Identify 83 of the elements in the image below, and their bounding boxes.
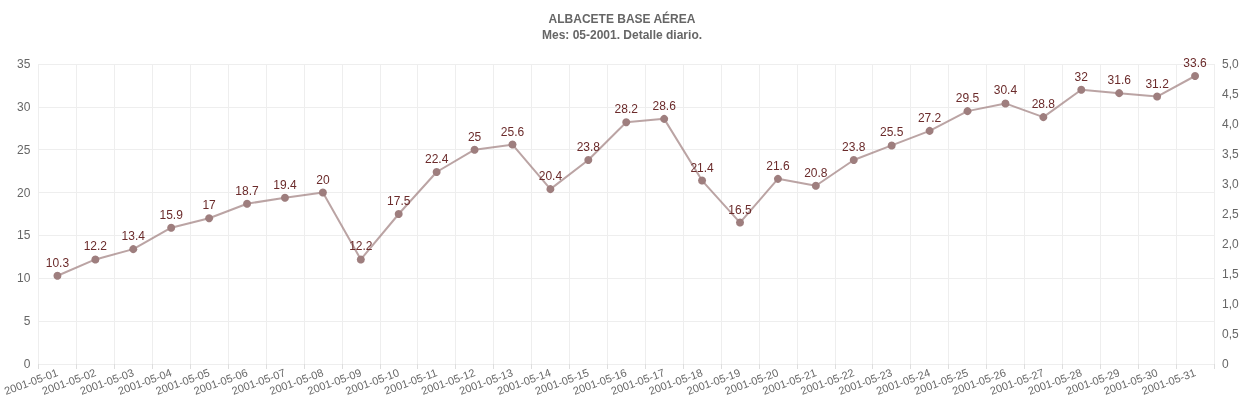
point	[1001, 99, 1010, 108]
y2-tick-label: 3,5	[1222, 147, 1240, 161]
point	[243, 199, 252, 208]
point	[91, 255, 100, 264]
point	[584, 156, 593, 164]
point	[849, 156, 858, 164]
y2-tick-label: 3,0	[1222, 177, 1240, 191]
data-label: 31.6	[1107, 73, 1132, 88]
chart-title: ALBACETE BASE AÉREA	[548, 11, 696, 26]
point	[205, 214, 214, 223]
point	[470, 145, 479, 154]
y2-tick-label: 1,0	[1222, 297, 1240, 311]
point	[280, 193, 289, 202]
point	[394, 210, 403, 218]
point	[698, 176, 707, 185]
y-tick-label: 5	[23, 314, 31, 329]
y2-tick-label: 4,0	[1222, 117, 1240, 131]
y2-tick-label: 5,0	[1222, 57, 1240, 71]
point	[887, 141, 896, 150]
point	[736, 218, 744, 227]
data-label: 20.8	[804, 165, 828, 180]
point	[318, 188, 327, 197]
point	[773, 174, 782, 183]
data-label: 18.7	[235, 183, 260, 198]
data-label: 25.5	[880, 125, 904, 140]
data-label: 10.3	[45, 255, 70, 270]
data-label: 21.4	[690, 160, 715, 175]
data-label: 15.9	[159, 207, 184, 222]
data-label: 28.2	[614, 102, 639, 117]
y2-tick-label: 0	[1222, 357, 1229, 371]
point	[925, 126, 934, 135]
point	[546, 185, 555, 194]
y-tick-label: 35	[17, 57, 31, 71]
data-label: 19.4	[273, 177, 297, 192]
y2-tick-label: 2,0	[1222, 237, 1240, 251]
y2-tick-label: 0,5	[1222, 327, 1240, 341]
data-label: 12.2	[349, 239, 373, 254]
point	[508, 140, 517, 149]
data-label: 33.6	[1183, 56, 1208, 70]
data-label: 25.6	[500, 124, 525, 139]
point	[1191, 72, 1200, 80]
data-label: 28.8	[1031, 97, 1056, 112]
data-label: 23.8	[842, 140, 866, 154]
point	[53, 271, 62, 280]
point	[963, 107, 972, 116]
data-label: 12.2	[83, 239, 108, 254]
data-label: 17	[202, 198, 217, 213]
data-label: 29.5	[955, 91, 980, 106]
point	[1039, 113, 1048, 122]
point	[356, 255, 365, 264]
point	[1153, 92, 1162, 101]
chart-subtitle: Mes: 05-2001. Detalle diario.	[541, 28, 703, 42]
y-tick-label: 0	[23, 357, 31, 371]
point	[811, 181, 820, 190]
y-tick-label: 25	[17, 142, 31, 157]
data-label: 30.4	[993, 83, 1018, 98]
data-label: 23.8	[576, 140, 601, 154]
point	[1115, 89, 1124, 98]
data-label: 20	[316, 172, 330, 187]
point	[622, 118, 631, 127]
point	[660, 114, 669, 123]
point	[432, 168, 441, 176]
y2-tick-label: 4,5	[1222, 87, 1240, 101]
y-tick-label: 30	[17, 99, 31, 114]
y-tick-label: 15	[17, 228, 31, 243]
point	[129, 245, 138, 254]
data-label: 17.5	[387, 194, 411, 208]
data-label: 25	[467, 129, 482, 144]
data-label: 28.6	[652, 98, 677, 113]
data-label: 21.6	[766, 158, 790, 173]
data-label: 27.2	[917, 110, 942, 125]
data-label: 22.4	[424, 152, 449, 166]
data-label: 13.4	[121, 229, 146, 244]
y-tick-label: 10	[17, 271, 31, 286]
y2-tick-label: 2,5	[1222, 207, 1240, 221]
data-label: 16.5	[728, 202, 752, 217]
y-tick-label: 20	[17, 185, 31, 200]
point	[167, 223, 176, 232]
data-label: 32	[1074, 69, 1089, 84]
data-label: 20.4	[538, 169, 563, 184]
data-label: 31.2	[1145, 76, 1170, 91]
point	[1077, 85, 1086, 94]
y2-tick-label: 1,5	[1222, 267, 1240, 281]
